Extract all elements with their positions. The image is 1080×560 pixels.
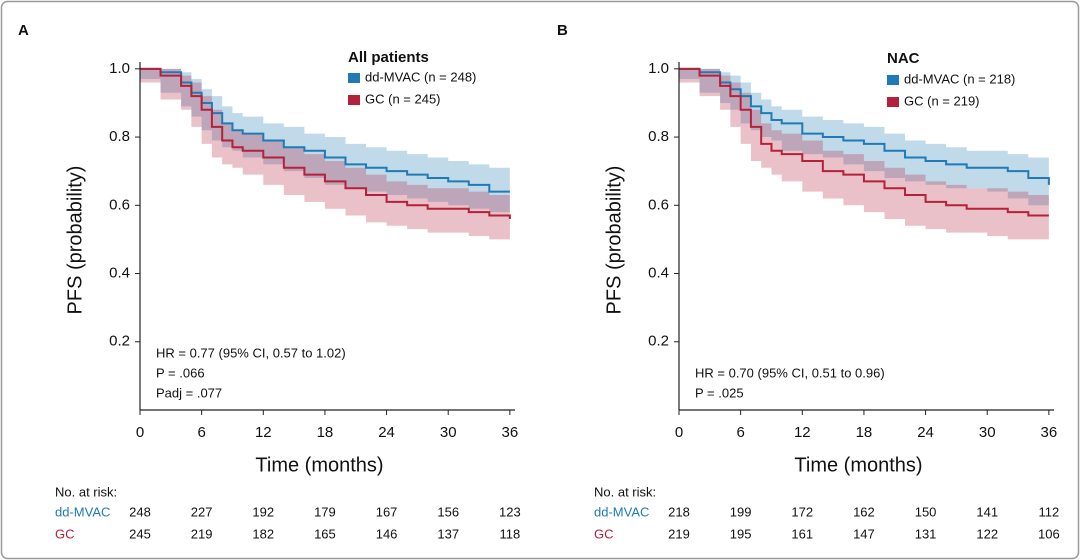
- confidence-band: [679, 68, 1049, 240]
- x-axis-title: Time (months): [255, 454, 383, 476]
- panel: A PFS (probability) Time (months) 0.2 0.4 0.6…: [18, 22, 521, 541]
- risk-count: 146: [376, 526, 398, 541]
- y-tick-label: 0.8: [109, 128, 130, 145]
- risk-count: 122: [976, 526, 998, 541]
- risk-row-name: GC: [55, 526, 75, 541]
- legend-label: dd-MVAC (n = 218): [904, 71, 1015, 86]
- y-tick-label: 0.6: [109, 196, 130, 213]
- risk-count: 167: [376, 504, 398, 519]
- risk-count: 112: [1038, 504, 1059, 519]
- risk-count: 248: [129, 504, 151, 519]
- risk-count: 172: [791, 504, 813, 519]
- x-tick-label: 0: [136, 424, 144, 441]
- risk-row-name: GC: [594, 526, 614, 541]
- x-tick-label: 12: [255, 424, 272, 441]
- x-tick-label: 30: [979, 424, 996, 441]
- risk-count: 179: [314, 504, 336, 519]
- risk-count: 141: [976, 504, 998, 519]
- risk-count: 137: [437, 526, 459, 541]
- x-tick-label: 36: [502, 424, 519, 441]
- risk-count: 118: [499, 526, 520, 541]
- legend-label: GC (n = 245): [365, 91, 441, 106]
- survival-curve: [140, 67, 511, 219]
- x-tick-label: 6: [736, 424, 744, 441]
- survival-curve: [679, 67, 1050, 185]
- risk-count: 192: [252, 504, 274, 519]
- y-tick-label: 0.4: [648, 264, 669, 281]
- annotation: P = .066: [156, 365, 205, 380]
- legend-swatch: [348, 95, 360, 105]
- annotation: P = .025: [695, 385, 744, 400]
- y-tick-label: 1.0: [648, 60, 669, 77]
- survival-curve: [679, 67, 1049, 217]
- confidence-band: [140, 68, 510, 213]
- x-tick-label: 6: [197, 424, 205, 441]
- risk-title: No. at risk:: [594, 484, 656, 499]
- legend-title: All patients: [348, 49, 429, 66]
- legend-swatch: [887, 75, 899, 85]
- y-tick-label: 0.2: [648, 333, 669, 350]
- risk-count: 106: [1038, 526, 1060, 541]
- risk-count: 162: [853, 504, 875, 519]
- y-tick-label: 0.4: [109, 264, 130, 281]
- risk-count: 150: [915, 504, 937, 519]
- legend-swatch: [887, 97, 899, 107]
- annotation: HR = 0.77 (95% CI, 0.57 to 1.02): [156, 345, 346, 360]
- y-axis-title: PFS (probability): [603, 166, 625, 315]
- x-tick-label: 18: [317, 424, 334, 441]
- y-tick-label: 0.6: [648, 196, 669, 213]
- y-tick-label: 0.8: [648, 128, 669, 145]
- risk-count: 131: [915, 526, 937, 541]
- x-tick-label: 12: [794, 424, 811, 441]
- risk-count: 199: [730, 504, 752, 519]
- panel-label: B: [557, 22, 568, 39]
- risk-count: 123: [499, 504, 521, 519]
- legend-title: NAC: [887, 50, 920, 67]
- annotation: Padj = .077: [156, 385, 222, 400]
- risk-row-name: dd-MVAC: [594, 504, 649, 519]
- risk-title: No. at risk:: [55, 484, 117, 499]
- annotation: HR = 0.70 (95% CI, 0.51 to 0.96): [695, 365, 885, 380]
- legend-swatch: [348, 73, 360, 83]
- risk-count: 161: [791, 526, 813, 541]
- risk-row-name: dd-MVAC: [55, 504, 110, 519]
- legend-label: GC (n = 219): [904, 93, 980, 108]
- x-tick-label: 30: [440, 424, 457, 441]
- survival-curve: [140, 67, 510, 193]
- x-tick-label: 24: [378, 424, 395, 441]
- y-tick-label: 0.2: [109, 333, 130, 350]
- y-tick-label: 1.0: [109, 60, 130, 77]
- risk-count: 219: [191, 526, 213, 541]
- risk-count: 147: [853, 526, 875, 541]
- x-tick-label: 24: [917, 424, 934, 441]
- risk-count: 227: [191, 504, 213, 519]
- risk-count: 245: [129, 526, 151, 541]
- x-tick-label: 36: [1041, 424, 1058, 441]
- risk-count: 195: [730, 526, 752, 541]
- risk-count: 165: [314, 526, 336, 541]
- y-axis-title: PFS (probability): [64, 166, 86, 315]
- x-tick-label: 18: [856, 424, 873, 441]
- x-tick-label: 0: [675, 424, 683, 441]
- panel: B PFS (probability) Time (months) 0.2 0.4 0.6…: [557, 22, 1060, 541]
- x-axis-title: Time (months): [794, 454, 922, 476]
- risk-count: 182: [252, 526, 274, 541]
- risk-count: 218: [668, 504, 690, 519]
- panel-label: A: [18, 22, 29, 39]
- risk-count: 156: [437, 504, 459, 519]
- confidence-band: [679, 68, 1049, 206]
- legend-label: dd-MVAC (n = 248): [365, 69, 476, 84]
- risk-count: 219: [668, 526, 690, 541]
